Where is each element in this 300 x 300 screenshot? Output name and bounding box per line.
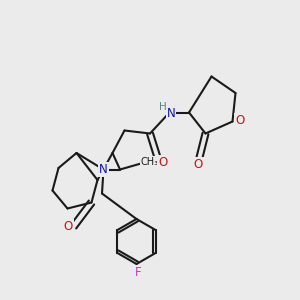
- Text: N: N: [99, 163, 108, 176]
- Text: O: O: [64, 220, 73, 233]
- Text: O: O: [158, 155, 167, 169]
- Text: H: H: [159, 102, 167, 112]
- Text: O: O: [194, 158, 202, 171]
- Text: CH₃: CH₃: [140, 157, 158, 167]
- Text: N: N: [167, 106, 176, 120]
- Text: O: O: [236, 114, 244, 128]
- Text: F: F: [135, 266, 141, 279]
